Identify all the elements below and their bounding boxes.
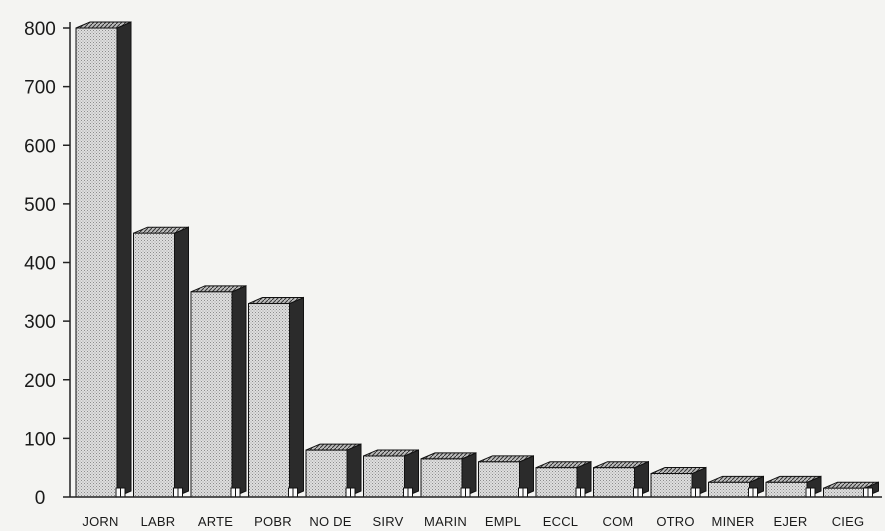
x-tick-label: EJER bbox=[773, 514, 807, 529]
y-tick-label: 400 bbox=[24, 254, 56, 275]
bar-empl bbox=[478, 455, 534, 498]
bar-side bbox=[289, 296, 304, 498]
x-tick-label: EMPL bbox=[485, 514, 521, 529]
y-tick-label: 0 bbox=[35, 488, 46, 509]
bar-front bbox=[133, 232, 175, 498]
bar-arte bbox=[190, 285, 247, 498]
x-tick-label: ECCL bbox=[543, 514, 578, 529]
bar-front bbox=[535, 467, 578, 498]
bar-front bbox=[765, 481, 808, 498]
x-tick-label: CIEG bbox=[832, 514, 865, 529]
bar-front bbox=[363, 455, 405, 498]
bar-front bbox=[650, 473, 693, 498]
bar-labr bbox=[133, 226, 189, 498]
x-tick-label: SIRV bbox=[373, 514, 404, 529]
y-tick-label: 200 bbox=[24, 371, 56, 392]
y-tick-label: 100 bbox=[24, 429, 56, 450]
bar-com bbox=[593, 460, 649, 498]
bar-front bbox=[478, 461, 520, 498]
bar-front bbox=[305, 449, 348, 498]
x-tick-label: MINER bbox=[712, 514, 755, 529]
bar-pobr bbox=[248, 296, 304, 498]
bar-side bbox=[116, 21, 132, 498]
y-tick-label: 700 bbox=[24, 78, 56, 99]
x-tick-label: POBR bbox=[254, 514, 292, 529]
bar-cieg bbox=[823, 481, 879, 498]
bar-front bbox=[708, 481, 750, 498]
bar-side bbox=[231, 285, 247, 498]
bar-jorn bbox=[75, 21, 132, 498]
x-tick-label: LABR bbox=[141, 514, 176, 529]
y-tick-label: 500 bbox=[24, 195, 56, 216]
bar-ejer bbox=[765, 475, 822, 498]
bar-miner bbox=[708, 475, 764, 498]
x-axis-labels: JORN LABR ARTE POBR NO DE SIRV MARIN EMPL ECCL CO… bbox=[82, 514, 864, 529]
bar-front bbox=[75, 27, 118, 498]
x-tick-label: OTRO bbox=[656, 514, 694, 529]
y-tick-label: 300 bbox=[24, 312, 56, 333]
y-axis-ticks: 0 100 200 300 400 500 600 700 800 bbox=[24, 19, 70, 509]
bar-eccl bbox=[535, 460, 592, 498]
bar-marin bbox=[420, 452, 477, 498]
bar-front bbox=[823, 487, 865, 498]
y-tick-label: 600 bbox=[24, 136, 56, 157]
y-tick-label: 800 bbox=[24, 19, 56, 40]
bar-front bbox=[420, 458, 463, 498]
bar-front bbox=[593, 467, 635, 498]
x-tick-label: JORN bbox=[82, 514, 118, 529]
x-tick-label: COM bbox=[603, 514, 634, 529]
bars bbox=[75, 21, 879, 498]
bar-no-de bbox=[305, 443, 362, 498]
bar-otro bbox=[650, 466, 707, 498]
bar-front bbox=[248, 303, 290, 498]
bar-sirv bbox=[363, 449, 419, 498]
x-tick-label: ARTE bbox=[198, 514, 233, 529]
bar-side bbox=[174, 226, 189, 498]
bar-front bbox=[190, 291, 233, 498]
x-tick-label: MARIN bbox=[424, 514, 467, 529]
x-tick-label: NO DE bbox=[309, 514, 351, 529]
